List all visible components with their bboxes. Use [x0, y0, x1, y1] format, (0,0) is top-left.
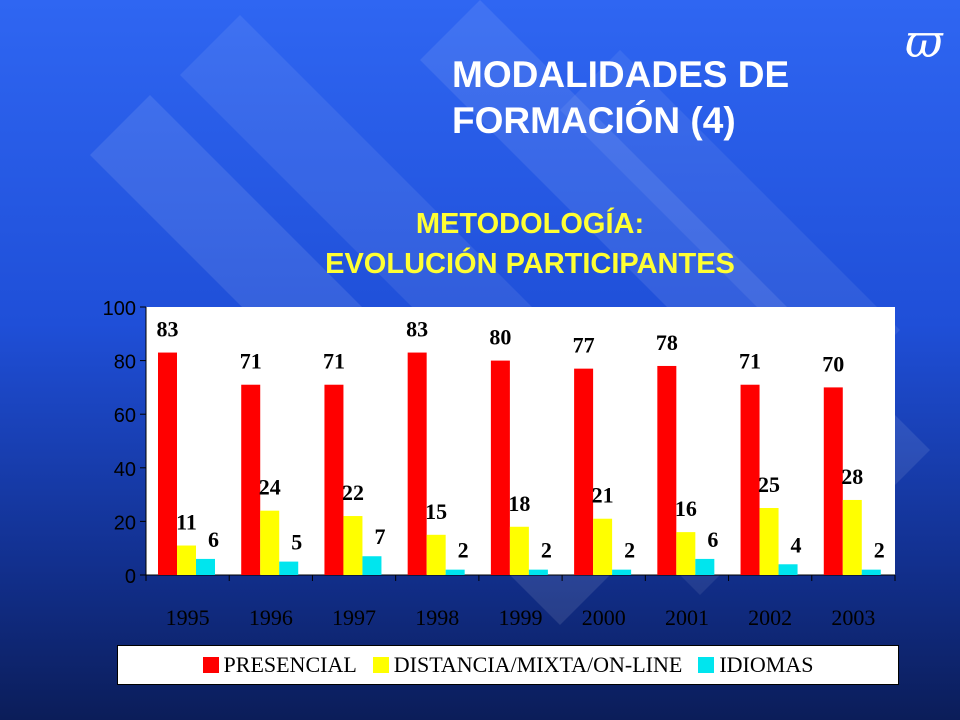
bar-1-1996	[260, 510, 280, 575]
y-tick-label: 40	[114, 459, 136, 481]
chart-title-line1: METODOLOGÍA:	[415, 208, 645, 240]
bar-2-1996	[279, 561, 299, 575]
bar-0-1995	[158, 352, 177, 575]
x-tick-label: 2001	[665, 605, 709, 630]
chart-title-line2: EVOLUCIÓN PARTICIPANTES	[325, 248, 735, 280]
y-tick-label: 0	[125, 566, 136, 588]
data-label: 22	[342, 480, 364, 505]
data-label: 78	[656, 330, 678, 355]
data-label: 6	[707, 527, 718, 552]
slide-title-line2: FORMACIÓN (4)	[452, 100, 736, 141]
legend-label-presencial: PRESENCIAL	[223, 652, 357, 677]
data-label: 7	[374, 524, 385, 549]
bar-2-2002	[778, 564, 798, 575]
slide-title: MODALIDADES DE FORMACIÓN (4)	[452, 52, 892, 144]
bar-2-2001	[695, 558, 715, 575]
data-label: 4	[791, 532, 802, 557]
x-tick-label: 2000	[582, 605, 626, 630]
data-label: 70	[822, 351, 844, 376]
bar-2-1998	[445, 569, 465, 575]
y-tick-label: 20	[114, 512, 136, 534]
chart-legend: PRESENCIAL DISTANCIA/MIXTA/ON-LINE IDIOM…	[117, 645, 899, 685]
data-label: 28	[841, 464, 863, 489]
bar-1-1997	[343, 516, 363, 575]
bar-2-1995	[196, 558, 215, 575]
logo-icon: ϖ	[905, 14, 943, 68]
bar-0-1997	[324, 384, 344, 575]
bar-1-1995	[177, 545, 196, 575]
data-label: 18	[508, 491, 530, 516]
bar-0-1999	[490, 360, 510, 575]
x-tick-label: 2002	[748, 605, 792, 630]
data-label: 6	[208, 527, 219, 552]
data-label: 71	[240, 349, 262, 374]
data-label: 2	[624, 538, 635, 563]
x-tick-label: 1996	[249, 605, 293, 630]
data-label: 71	[323, 349, 345, 374]
x-tick-label: 2003	[831, 605, 875, 630]
legend-swatch-presencial	[202, 657, 219, 673]
data-label: 83	[406, 317, 428, 342]
data-label: 71	[739, 349, 761, 374]
legend-swatch-idiomas	[698, 657, 715, 673]
bar-2-1997	[362, 556, 382, 575]
bar-0-2003	[823, 387, 843, 575]
data-label: 15	[425, 499, 447, 524]
legend-label-distancia: DISTANCIA/MIXTA/ON-LINE	[393, 652, 683, 677]
data-label: 2	[458, 538, 469, 563]
bar-2-2000	[612, 569, 632, 575]
data-label: 21	[592, 483, 614, 508]
legend-label-idiomas: IDIOMAS	[719, 652, 814, 677]
data-label: 2	[541, 538, 552, 563]
data-label: 11	[176, 510, 197, 535]
data-label: 83	[157, 317, 179, 342]
bar-0-2001	[657, 365, 677, 575]
bar-2-2003	[861, 569, 881, 575]
x-tick-label: 1997	[332, 605, 376, 630]
x-tick-label: 1998	[415, 605, 459, 630]
data-label: 2	[874, 538, 885, 563]
data-label: 24	[259, 475, 281, 500]
bar-0-2002	[740, 384, 760, 575]
legend-swatch-distancia	[372, 657, 389, 673]
bar-1-1998	[426, 534, 446, 575]
data-label: 80	[489, 325, 511, 350]
data-label: 5	[291, 530, 302, 555]
bar-1-2000	[593, 518, 613, 575]
legend-item-distancia: DISTANCIA/MIXTA/ON-LINE	[372, 652, 683, 678]
y-tick-label: 80	[114, 352, 136, 374]
bar-1-1999	[509, 526, 529, 575]
bar-1-2002	[759, 508, 779, 575]
bar-0-1998	[407, 352, 427, 575]
slide-title-line1: MODALIDADES DE	[452, 54, 790, 95]
legend-item-presencial: PRESENCIAL	[202, 652, 357, 678]
bar-0-1996	[241, 384, 261, 575]
legend-item-idiomas: IDIOMAS	[698, 652, 813, 678]
data-label: 16	[675, 496, 697, 521]
data-label: 25	[758, 472, 780, 497]
data-label: 77	[573, 333, 595, 358]
bar-1-2001	[676, 532, 696, 575]
bar-0-2000	[574, 368, 594, 575]
bar-2-1999	[528, 569, 548, 575]
chart-title: METODOLOGÍA: EVOLUCIÓN PARTICIPANTES	[150, 204, 910, 284]
bar-1-2003	[842, 499, 862, 575]
y-tick-label: 100	[103, 298, 136, 320]
x-tick-label: 1999	[499, 605, 543, 630]
y-tick-label: 60	[114, 405, 136, 427]
x-tick-label: 1995	[166, 605, 210, 630]
